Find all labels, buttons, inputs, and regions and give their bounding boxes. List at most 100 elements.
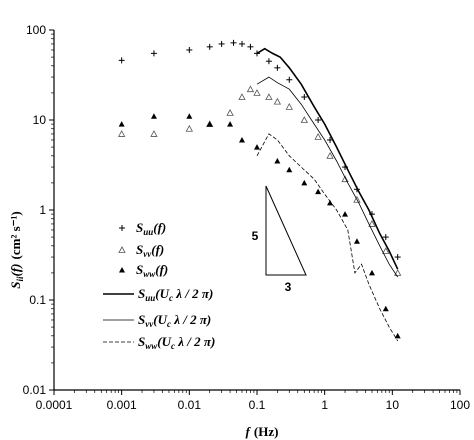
legend-item: Svv(Uc λ / 2 π) <box>103 312 211 329</box>
axes: 0.0001 0.001 0.01 0.1 1 10 100 0.01 0.1 1 10 100 <box>23 23 471 412</box>
point-plus <box>274 64 281 71</box>
point-plus <box>206 43 213 50</box>
x-tick-label: 0.0001 <box>36 398 73 412</box>
point-filled-triangle <box>186 113 193 119</box>
legend-item: Suu(Uc λ / 2 π) <box>103 286 213 303</box>
y-axis-title: Sii(f) (cm² s⁻¹) <box>8 211 25 288</box>
point-plus <box>230 39 237 46</box>
slope-triangle: 5 3 <box>252 185 307 294</box>
point-filled-triangle <box>238 136 245 143</box>
point-open-triangle <box>368 220 376 227</box>
legend-item: Sww(f) <box>119 262 168 279</box>
point-open-triangle <box>273 97 282 105</box>
plot-area <box>117 39 402 342</box>
y-axis-var: S <box>8 282 23 289</box>
point-filled-triangle <box>119 267 125 273</box>
point-filled-triangle <box>274 158 281 164</box>
point-open-triangle <box>285 103 293 110</box>
legend: Suu(f) Svv(f) Sww(f) Suu(Uc λ / 2 π) Svv(Uc … <box>103 220 215 351</box>
point-plus <box>301 94 308 101</box>
point-filled-triangle <box>206 121 213 127</box>
series-line <box>256 133 399 342</box>
svg-text:Sii(f)(cm² s⁻¹): Sii(f) (cm² s⁻¹) <box>8 211 25 288</box>
point-open-triangle <box>118 246 126 253</box>
point-plus <box>238 40 245 47</box>
x-axis-unit: (Hz) <box>254 424 279 439</box>
point-plus <box>118 57 125 64</box>
point-plus <box>315 117 322 123</box>
point-plus <box>265 58 272 65</box>
y-tick-label: 0.01 <box>23 383 47 397</box>
point-open-triangle <box>253 89 261 96</box>
point-plus <box>394 254 401 261</box>
legend-item: Suu(f) <box>119 220 166 237</box>
slope-triangle-shape <box>265 185 307 276</box>
point-filled-triangle <box>368 269 375 276</box>
series-line <box>256 47 399 270</box>
y-tick-label: 0.1 <box>29 293 46 307</box>
point-plus <box>150 50 157 57</box>
y-tick-label: 10 <box>33 113 47 127</box>
y-axis-sub: ii <box>15 276 25 282</box>
point-open-triangle <box>226 109 234 116</box>
slope-rise-label: 5 <box>252 229 259 243</box>
point-filled-triangle <box>315 188 322 195</box>
point-open-triangle <box>382 247 390 254</box>
legend-label: Svv(Uc λ / 2 π) <box>138 312 211 329</box>
point-open-triangle <box>314 133 322 140</box>
x-tick-label: 10 <box>386 398 400 412</box>
y-axis-unit: (cm² s⁻¹) <box>8 211 23 259</box>
point-open-triangle <box>117 130 126 137</box>
legend-label: Suu(Uc λ / 2 π) <box>138 286 213 303</box>
point-open-triangle <box>238 93 246 100</box>
point-filled-triangle <box>327 199 334 206</box>
point-filled-triangle <box>254 144 260 150</box>
point-open-triangle <box>185 124 194 132</box>
legend-label: Suu(f) <box>136 220 166 237</box>
svg-text:f(Hz): f (Hz) <box>246 424 279 439</box>
legend-label: Sww(f) <box>136 262 168 279</box>
point-filled-triangle <box>394 332 401 339</box>
x-tick-label: 0.1 <box>249 398 266 412</box>
point-filled-triangle <box>118 121 125 127</box>
point-plus <box>247 43 254 50</box>
series-4 <box>256 47 399 270</box>
point-open-triangle <box>326 151 334 159</box>
x-tick-label: 1 <box>321 398 328 412</box>
x-axis-var: f <box>246 424 252 439</box>
point-filled-triangle <box>382 305 389 312</box>
point-open-triangle <box>394 269 402 276</box>
point-open-triangle <box>150 130 158 137</box>
point-open-triangle <box>246 85 255 93</box>
point-open-triangle <box>300 116 308 123</box>
point-plus <box>186 46 193 53</box>
x-tick-label: 0.001 <box>107 398 137 412</box>
point-plus <box>382 234 389 241</box>
x-tick-label: 0.01 <box>178 398 202 412</box>
legend-item: Svv(f) <box>118 242 164 259</box>
point-filled-triangle <box>301 179 308 186</box>
legend-label: Svv(f) <box>136 242 164 259</box>
x-tick-label: 100 <box>450 398 470 412</box>
legend-item: Sww(Uc λ / 2 π) <box>103 334 215 351</box>
legend-label: Sww(Uc λ / 2 π) <box>138 334 215 351</box>
y-tick-label: 100 <box>26 23 46 37</box>
point-filled-triangle <box>286 166 293 173</box>
slope-run-label: 3 <box>285 280 292 294</box>
series-1 <box>118 39 401 261</box>
y-tick-label: 1 <box>39 203 46 217</box>
point-filled-triangle <box>342 211 349 217</box>
y-axis-arg: (f) <box>8 263 23 276</box>
point-open-triangle <box>265 93 273 100</box>
series-line <box>256 76 399 278</box>
x-axis-title: f (Hz) <box>246 424 279 439</box>
point-plus <box>119 225 125 231</box>
point-plus <box>218 40 225 47</box>
point-plus <box>286 76 293 83</box>
series-6 <box>256 133 399 342</box>
point-filled-triangle <box>150 113 157 119</box>
point-filled-triangle <box>227 121 234 127</box>
point-filled-triangle <box>353 238 360 244</box>
series-3 <box>118 113 401 339</box>
